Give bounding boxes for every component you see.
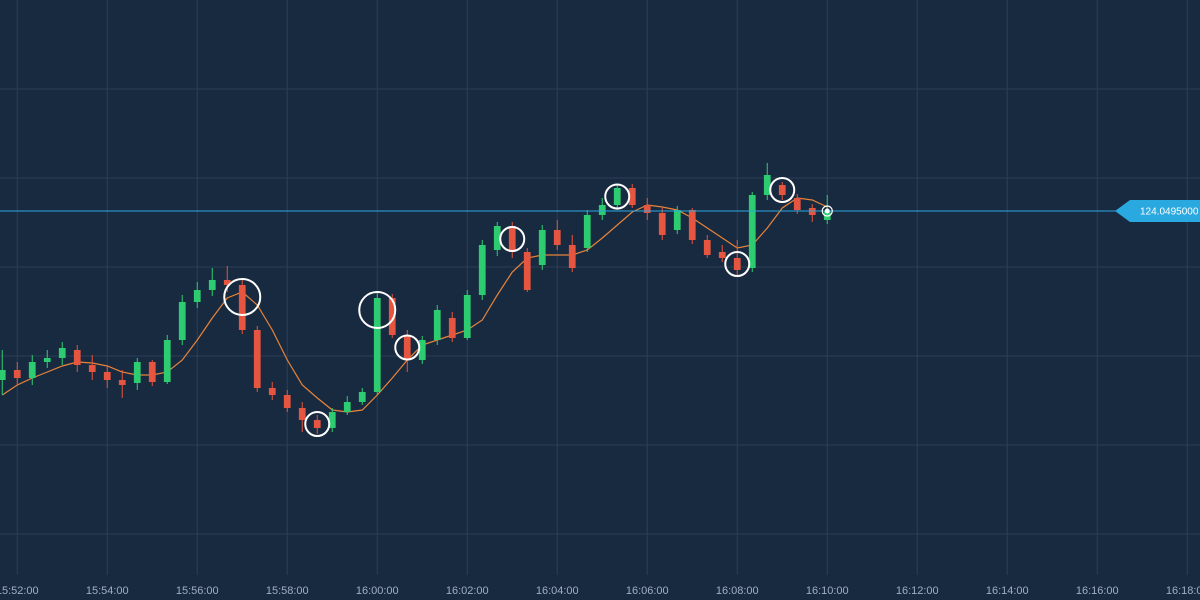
candle-body	[0, 370, 6, 380]
candle-body	[148, 362, 156, 382]
current-price-dot	[824, 208, 830, 214]
candle-body	[58, 348, 66, 358]
candle-body	[538, 230, 546, 265]
candle-body	[28, 362, 36, 378]
candle-body	[583, 215, 591, 248]
candle-body	[88, 365, 96, 372]
candle-body	[358, 392, 366, 402]
candle-body	[433, 310, 441, 340]
highlight-circle	[724, 251, 751, 277]
candle-body	[43, 358, 51, 362]
candle-body	[598, 205, 606, 215]
candle-body	[103, 372, 111, 380]
candle-body	[748, 195, 756, 268]
candle-body	[373, 298, 381, 392]
x-tick-label: 16:10:00	[806, 585, 849, 597]
candle-body	[658, 213, 666, 235]
candle-body	[178, 302, 186, 340]
price-tag-label: 124.0495000	[1140, 207, 1199, 218]
candle-body	[523, 252, 531, 290]
candle-body	[673, 210, 681, 230]
x-tick-label: 15:54:00	[86, 585, 129, 597]
x-tick-label: 16:18:00	[1166, 585, 1200, 597]
highlight-circle	[358, 291, 397, 329]
candle-body	[793, 198, 801, 210]
candle-body	[493, 226, 501, 250]
candle-body	[238, 285, 246, 330]
candle-body	[688, 210, 696, 240]
x-tick-label: 16:00:00	[356, 585, 399, 597]
x-tick-label: 16:14:00	[986, 585, 1029, 597]
x-tick-label: 16:06:00	[626, 585, 669, 597]
candle-body	[643, 205, 651, 213]
price-tag	[1115, 200, 1200, 222]
candle-body	[718, 252, 726, 258]
highlight-circle	[394, 334, 421, 361]
candle-body	[133, 362, 141, 383]
x-tick-label: 15:58:00	[266, 585, 309, 597]
candle-body	[613, 188, 621, 205]
candle-body	[118, 380, 126, 385]
candle-body	[298, 408, 306, 420]
highlight-circle	[769, 177, 796, 203]
current-price-ring	[821, 205, 833, 217]
highlight-circle	[499, 226, 526, 252]
candle-body	[448, 318, 456, 338]
candle-body	[328, 412, 336, 428]
candle-body	[478, 245, 486, 295]
candle-body	[193, 290, 201, 302]
x-tick-label: 16:02:00	[446, 585, 489, 597]
x-tick-label: 16:08:00	[716, 585, 759, 597]
candle-body	[763, 175, 771, 195]
candle-body	[208, 280, 216, 290]
candle-body	[553, 230, 561, 245]
candle-body	[508, 226, 516, 252]
x-tick-label: 16:16:00	[1076, 585, 1119, 597]
candle-body	[253, 330, 261, 388]
candle-body	[418, 340, 426, 360]
candle-body	[568, 245, 576, 268]
candle-body	[403, 335, 411, 360]
x-tick-label: 15:52:00	[0, 585, 39, 597]
candle-body	[343, 402, 351, 412]
x-tick-label: 15:56:00	[176, 585, 219, 597]
candle-body	[13, 370, 21, 378]
candle-body	[268, 388, 276, 395]
highlight-circle	[223, 278, 262, 316]
candle-body	[163, 340, 171, 382]
candle-body	[703, 240, 711, 255]
x-tick-label: 16:04:00	[536, 585, 579, 597]
candle-body	[628, 188, 636, 205]
highlight-circle	[304, 411, 331, 437]
candle-body	[283, 395, 291, 408]
candle-body	[778, 185, 786, 195]
candle-body	[388, 298, 396, 335]
candle-body	[313, 420, 321, 428]
candle-body	[73, 350, 81, 365]
candle-body	[463, 295, 471, 338]
candle-body	[733, 258, 741, 270]
highlight-circle	[604, 183, 631, 210]
candle-body	[223, 280, 231, 285]
x-tick-label: 16:12:00	[896, 585, 939, 597]
